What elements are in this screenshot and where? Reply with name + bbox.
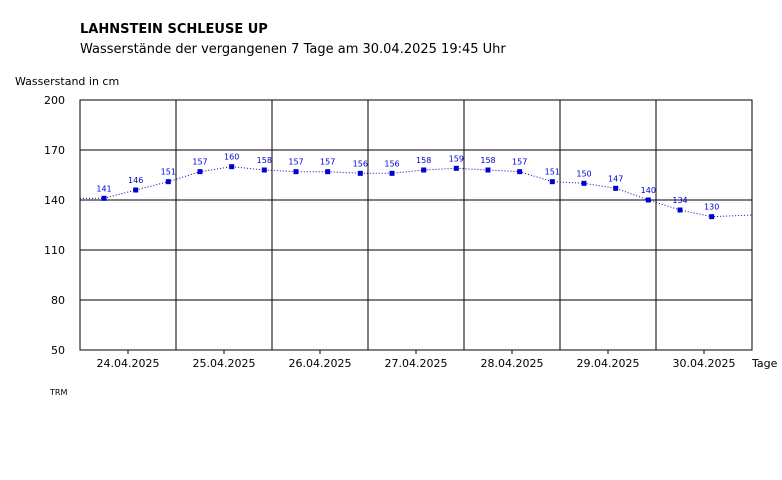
x-tick-label: 25.04.2025: [193, 357, 256, 370]
data-label: 134: [672, 196, 687, 205]
data-point: [197, 169, 203, 175]
x-axis-label: Tage: [751, 357, 778, 370]
series-water-level: 141 146 151 157 160 158 157 157 156 156 158 159 158 1…: [80, 153, 753, 220]
data-point: [709, 214, 715, 220]
data-point: [613, 185, 619, 191]
data-label: 159: [449, 154, 464, 163]
data-label: 158: [257, 156, 272, 165]
chart-subtitle: Wasserstände der vergangenen 7 Tage am 3…: [80, 42, 506, 57]
y-tick-label: 170: [44, 144, 65, 157]
data-label: 156: [353, 159, 368, 168]
x-tick-label: 30.04.2025: [673, 357, 736, 370]
footer-code: TRM: [49, 388, 67, 397]
data-label: 147: [608, 174, 623, 183]
data-point: [357, 170, 363, 176]
data-point: [101, 195, 107, 201]
y-tick-label: 110: [44, 244, 65, 257]
data-point: [581, 180, 587, 186]
data-label: 158: [416, 156, 431, 165]
data-point: [453, 165, 459, 171]
y-tick-label: 140: [44, 194, 65, 207]
data-point: [421, 167, 427, 173]
y-axis-label: Wasserstand in cm: [15, 75, 119, 88]
data-point: [677, 207, 683, 213]
data-point: [293, 169, 299, 175]
data-label: 157: [288, 158, 303, 167]
y-tick-label: 200: [44, 94, 65, 107]
data-label: 151: [161, 168, 176, 177]
data-point: [389, 170, 395, 176]
data-label: 146: [128, 176, 143, 185]
data-label: 140: [641, 186, 656, 195]
data-label: 157: [512, 158, 527, 167]
plot-area: [79, 99, 753, 351]
data-label: 157: [320, 158, 335, 167]
x-tick-label: 28.04.2025: [481, 357, 544, 370]
data-point: [549, 179, 555, 185]
data-point: [485, 167, 491, 173]
data-point: [165, 179, 171, 185]
data-label: 158: [480, 156, 495, 165]
grid-lines: [80, 100, 752, 350]
x-tick-label: 26.04.2025: [289, 357, 352, 370]
data-label: 141: [96, 184, 111, 193]
data-label: 150: [576, 169, 591, 178]
data-label: 157: [192, 158, 207, 167]
data-label: 160: [224, 153, 239, 162]
x-tick-label: 24.04.2025: [97, 357, 160, 370]
data-point: [645, 197, 651, 203]
data-point: [517, 169, 523, 175]
x-tick-label: 29.04.2025: [577, 357, 640, 370]
x-tick-label: 27.04.2025: [385, 357, 448, 370]
chart-title: LAHNSTEIN SCHLEUSE UP: [80, 22, 268, 37]
y-tick-labels: 200 170 140 110 80 50: [44, 94, 65, 357]
data-point: [133, 187, 139, 193]
data-label: 130: [704, 203, 719, 212]
x-tick-labels: 24.04.2025 25.04.2025 26.04.2025 27.04.2025…: [97, 350, 736, 370]
y-tick-label: 50: [51, 344, 65, 357]
data-label: 156: [384, 159, 399, 168]
data-point: [261, 167, 267, 173]
data-point: [325, 169, 331, 175]
y-tick-label: 80: [51, 294, 65, 307]
data-label: 151: [545, 168, 560, 177]
data-point: [229, 164, 235, 170]
